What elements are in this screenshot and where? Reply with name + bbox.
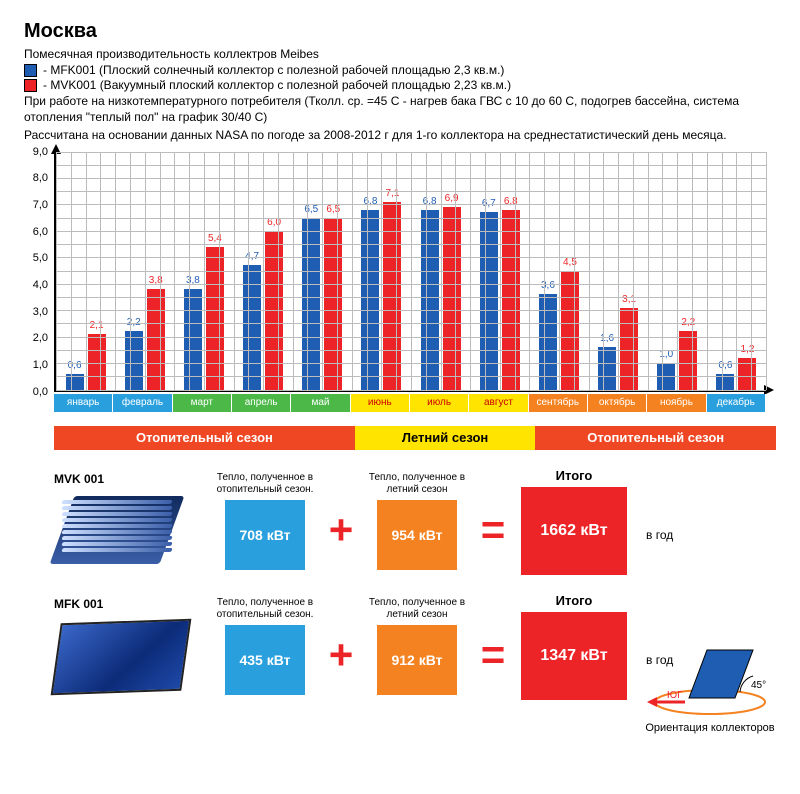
bar-mvk: 4,5 xyxy=(561,271,579,390)
svg-text:45°: 45° xyxy=(751,680,766,691)
y-tick-label: 0,0 xyxy=(33,386,48,398)
heating-season-value-caption: Тепло, полученное в отопительный сезон. xyxy=(210,597,320,621)
y-axis: 0,01,02,03,04,05,06,07,08,09,0 xyxy=(24,152,52,392)
bar-chart: 0,62,12,23,83,85,44,76,06,56,56,87,16,86… xyxy=(54,152,776,412)
y-tick-label: 9,0 xyxy=(33,146,48,158)
y-tick-label: 2,0 xyxy=(33,332,48,344)
page-title: Москва xyxy=(24,20,776,43)
y-tick-label: 3,0 xyxy=(33,306,48,318)
y-tick-label: 7,0 xyxy=(33,199,48,211)
product-row: MVK 001 Тепло, полученное в отопительный … xyxy=(54,468,776,575)
total-value: 1662 кВт xyxy=(521,487,627,575)
bar-value-label: 1,6 xyxy=(600,333,614,344)
bar-mfk: 3,8 xyxy=(184,289,202,389)
heating-season-value: Тепло, полученное в отопительный сезон. 4… xyxy=(210,597,320,695)
bar-value-label: 3,6 xyxy=(541,280,555,291)
bar-value-label: 0,6 xyxy=(68,360,82,371)
bar-value-label: 3,1 xyxy=(622,294,636,305)
bar-mvk: 5,4 xyxy=(206,247,224,390)
summer-season-value-value: 912 кВт xyxy=(377,625,457,695)
total-caption: Итого xyxy=(556,593,593,608)
summer-season-value-caption: Тепло, полученное в летний сезон xyxy=(362,472,472,496)
month-label: январь xyxy=(54,394,113,412)
per-year-label: в год xyxy=(646,528,673,542)
total-caption: Итого xyxy=(556,468,593,483)
month-label: май xyxy=(291,394,350,412)
bar-value-label: 6,9 xyxy=(445,193,459,204)
month-label: июль xyxy=(410,394,469,412)
bar-mvk: 3,8 xyxy=(147,289,165,389)
south-label: ЮГ xyxy=(667,690,683,701)
orientation-caption: Ориентация коллекторов xyxy=(640,722,780,734)
bar-value-label: 7,1 xyxy=(385,188,399,199)
product-info: MFK 001 xyxy=(54,597,204,695)
y-tick-label: 5,0 xyxy=(33,252,48,264)
legend-swatch-icon xyxy=(24,64,37,77)
season-label: Летний сезон xyxy=(355,426,536,450)
total-column: Итого 1662 кВт xyxy=(514,468,634,575)
product-image xyxy=(54,490,189,570)
heating-season-value-value: 435 кВт xyxy=(225,625,305,695)
month-label: февраль xyxy=(113,394,172,412)
orientation-diagram: 45° ЮГ Ориентация коллекторов xyxy=(640,640,780,734)
heating-season-value: Тепло, полученное в отопительный сезон. 7… xyxy=(210,472,320,570)
month-label: октябрь xyxy=(588,394,647,412)
summer-season-value-caption: Тепло, полученное в летний сезон xyxy=(362,597,472,621)
bar-mvk: 2,1 xyxy=(88,334,106,390)
product-name: MVK 001 xyxy=(54,472,104,486)
product-info: MVK 001 xyxy=(54,472,204,570)
legend-text: - MVK001 (Вакуумный плоский коллектор с … xyxy=(43,78,511,92)
operator-icon: = xyxy=(478,506,508,554)
legend-item: - MVK001 (Вакуумный плоский коллектор с … xyxy=(24,78,776,92)
y-tick-label: 4,0 xyxy=(33,279,48,291)
month-label: июнь xyxy=(351,394,410,412)
container: Москва Помесячная производительность кол… xyxy=(0,0,800,720)
total-value: 1347 кВт xyxy=(521,612,627,700)
legend: - MFK001 (Плоский солнечный коллектор с … xyxy=(24,63,776,92)
summer-season-value: Тепло, полученное в летний сезон 912 кВт xyxy=(362,597,472,695)
legend-item: - MFK001 (Плоский солнечный коллектор с … xyxy=(24,63,776,77)
season-label: Отопительный сезон xyxy=(54,426,355,450)
y-tick-label: 1,0 xyxy=(33,359,48,371)
y-tick-label: 6,0 xyxy=(33,226,48,238)
product-name: MFK 001 xyxy=(54,597,103,611)
summer-season-value: Тепло, полученное в летний сезон 954 кВт xyxy=(362,472,472,570)
legend-text: - MFK001 (Плоский солнечный коллектор с … xyxy=(43,63,504,77)
month-label: сентябрь xyxy=(529,394,588,412)
x-axis-labels: январьфевральмартапрельмайиюньиюльавгуст… xyxy=(54,394,766,412)
operator-icon: = xyxy=(478,631,508,679)
heating-season-value-value: 708 кВт xyxy=(225,500,305,570)
month-label: август xyxy=(469,394,528,412)
bar-mfk: 2,2 xyxy=(125,331,143,389)
description-line-1: При работе на низкотемпературного потреб… xyxy=(24,93,776,125)
bar-value-label: 5,4 xyxy=(208,233,222,244)
operator-icon: + xyxy=(326,506,356,554)
month-label: апрель xyxy=(232,394,291,412)
description-line-2: Рассчитана на основании данных NASA по п… xyxy=(24,127,776,143)
bar-mvk: 2,2 xyxy=(679,331,697,389)
heating-season-value-caption: Тепло, полученное в отопительный сезон. xyxy=(210,472,320,496)
y-tick-label: 8,0 xyxy=(33,172,48,184)
month-label: декабрь xyxy=(707,394,766,412)
operator-icon: + xyxy=(326,631,356,679)
bar-mfk: 3,6 xyxy=(539,294,557,389)
summer-season-value-value: 954 кВт xyxy=(377,500,457,570)
chart-plot: 0,62,12,23,83,85,44,76,06,56,56,87,16,86… xyxy=(54,152,766,392)
bar-value-label: 0,6 xyxy=(719,360,733,371)
legend-swatch-icon xyxy=(24,79,37,92)
subtitle: Помесячная производительность коллектров… xyxy=(24,47,776,61)
total-column: Итого 1347 кВт xyxy=(514,593,634,700)
month-label: ноябрь xyxy=(647,394,706,412)
bar-mfk: 1,6 xyxy=(598,347,616,389)
month-label: март xyxy=(173,394,232,412)
product-image xyxy=(54,615,189,695)
season-label: Отопительный сезон xyxy=(535,426,776,450)
bar-value-label: 2,1 xyxy=(90,320,104,331)
season-strip: Отопительный сезонЛетний сезонОтопительн… xyxy=(54,426,776,450)
orientation-icon: 45° ЮГ xyxy=(645,640,775,720)
